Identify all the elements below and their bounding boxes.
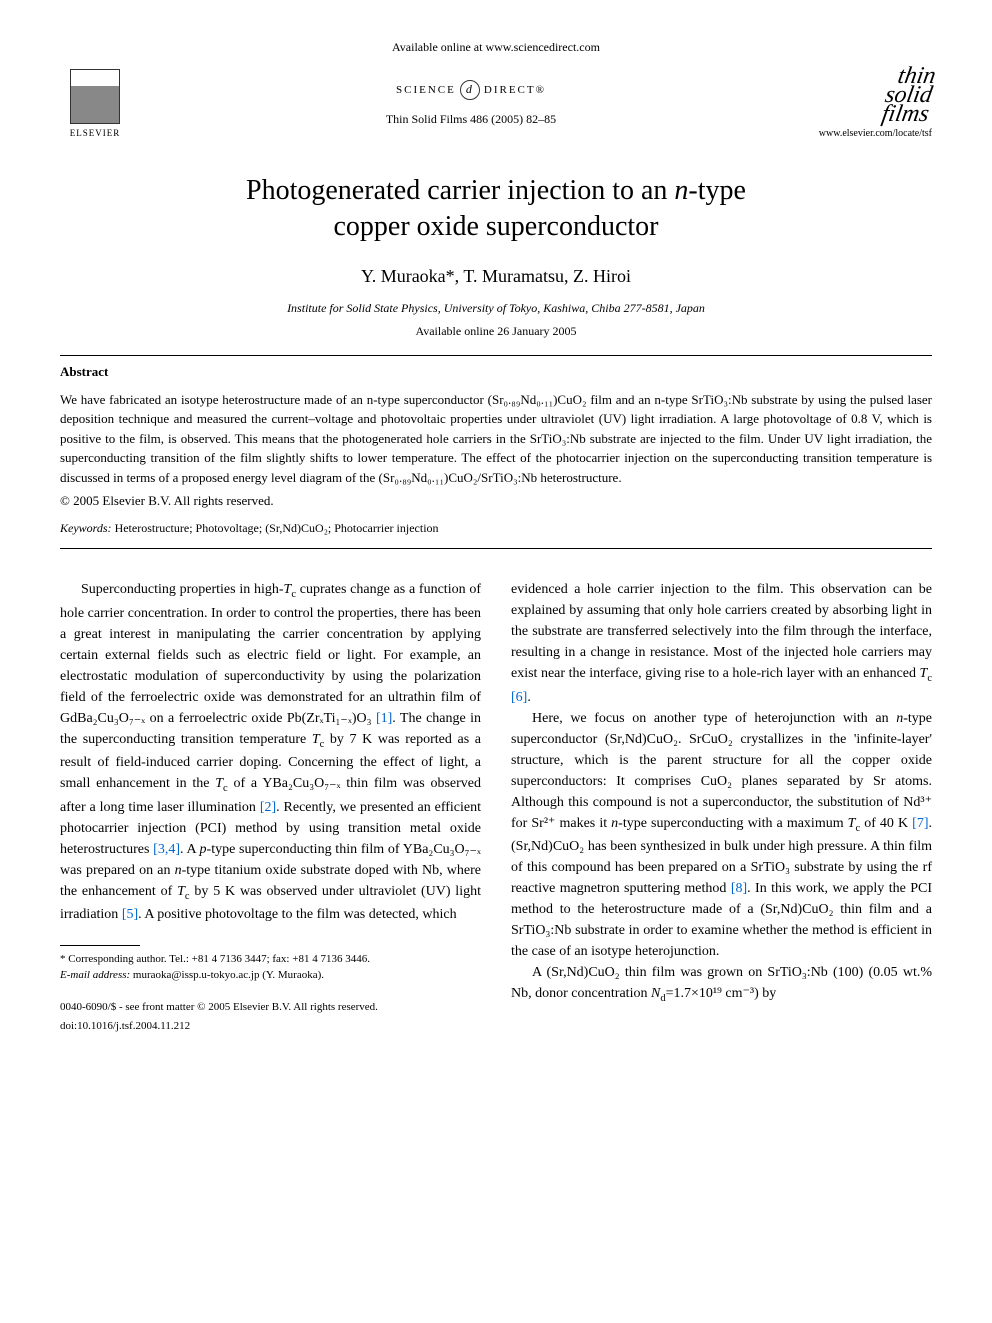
science-left: SCIENCE <box>396 84 456 96</box>
corresponding-author-note: * Corresponding author. Tel.: +81 4 7136… <box>60 952 481 967</box>
body-paragraph: Superconducting properties in high-Tc cu… <box>60 579 481 925</box>
header-row: ELSEVIER SCIENCE d DIRECT® Thin Solid Fi… <box>60 63 932 143</box>
doi-line: doi:10.1016/j.tsf.2004.11.212 <box>60 1018 481 1035</box>
header-center: SCIENCE d DIRECT® Thin Solid Films 486 (… <box>130 80 812 127</box>
affiliation: Institute for Solid State Physics, Unive… <box>60 301 932 316</box>
column-right: evidenced a hole carrier injection to th… <box>511 579 932 1034</box>
authors: Y. Muraoka*, T. Muramatsu, Z. Hiroi <box>60 266 932 287</box>
ref-link[interactable]: [7] <box>912 816 928 831</box>
keywords-label: Keywords: <box>60 521 112 535</box>
email-note: E-mail address: muraoka@issp.u-tokyo.ac.… <box>60 968 481 983</box>
email-address: muraoka@issp.u-tokyo.ac.jp (Y. Muraoka). <box>130 969 324 981</box>
citation-line: Thin Solid Films 486 (2005) 82–85 <box>130 112 812 127</box>
journal-url: www.elsevier.com/locate/tsf <box>812 128 932 139</box>
sciencedirect-icon: d <box>460 80 480 100</box>
available-online-text: Available online at www.sciencedirect.co… <box>60 40 932 55</box>
body-columns: Superconducting properties in high-Tc cu… <box>60 579 932 1034</box>
footnote-separator <box>60 945 140 946</box>
science-right: DIRECT® <box>484 84 546 96</box>
body-paragraph: Here, we focus on another type of hetero… <box>511 708 932 963</box>
ref-link[interactable]: [2] <box>260 800 276 815</box>
paper-title: Photogenerated carrier injection to an n… <box>60 173 932 246</box>
abstract-text: We have fabricated an isotype heterostru… <box>60 390 932 488</box>
ref-link[interactable]: [5] <box>122 907 138 922</box>
journal-logo: thin solid films www.elsevier.com/locate… <box>812 67 932 140</box>
abstract-heading: Abstract <box>60 364 932 380</box>
issn-line: 0040-6090/$ - see front matter © 2005 El… <box>60 999 481 1016</box>
email-label: E-mail address: <box>60 969 130 981</box>
ref-link[interactable]: [6] <box>511 690 527 705</box>
copyright: © 2005 Elsevier B.V. All rights reserved… <box>60 493 932 509</box>
sciencedirect-logo: SCIENCE d DIRECT® <box>130 80 812 100</box>
column-left: Superconducting properties in high-Tc cu… <box>60 579 481 1034</box>
ref-link[interactable]: [8] <box>731 881 747 896</box>
available-date: Available online 26 January 2005 <box>60 324 932 339</box>
ref-link[interactable]: [1] <box>376 711 392 726</box>
divider <box>60 548 932 549</box>
divider <box>60 355 932 356</box>
elsevier-logo: ELSEVIER <box>60 63 130 143</box>
ref-link[interactable]: [3,4] <box>153 842 180 857</box>
tsf-logo-text: thin solid films <box>807 67 937 125</box>
keywords-text: Heterostructure; Photovoltage; (Sr,Nd)Cu… <box>112 521 439 535</box>
body-paragraph: A (Sr,Nd)CuO₂ thin film was grown on SrT… <box>511 962 932 1007</box>
keywords: Keywords: Heterostructure; Photovoltage;… <box>60 521 932 536</box>
elsevier-tree-icon <box>70 69 120 124</box>
elsevier-label: ELSEVIER <box>70 128 121 138</box>
tsf-line3: films <box>807 105 930 124</box>
body-paragraph: evidenced a hole carrier injection to th… <box>511 579 932 708</box>
